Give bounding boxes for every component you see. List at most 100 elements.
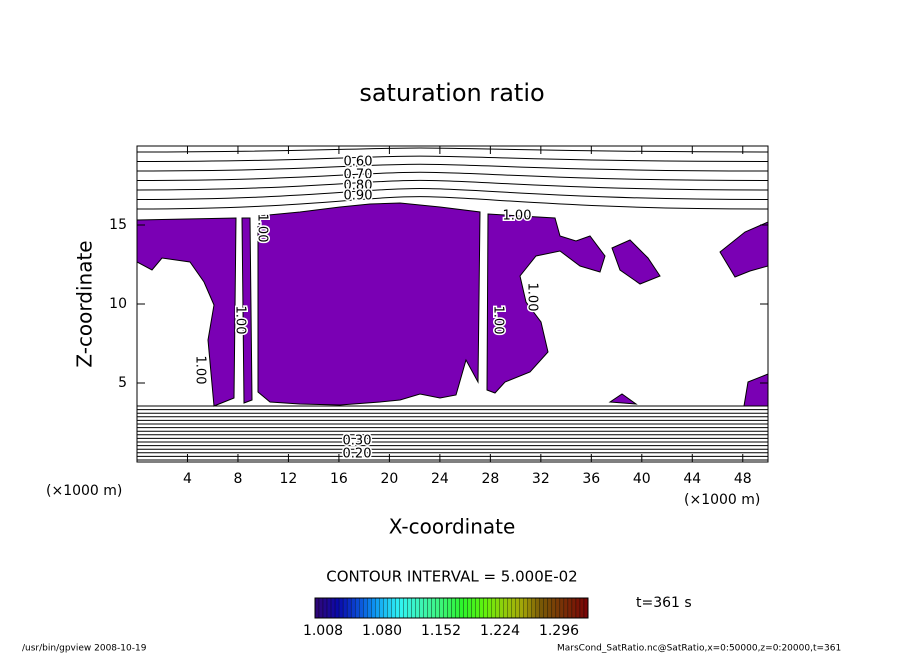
contour-line bbox=[136, 171, 769, 181]
colorbar-cell bbox=[547, 597, 553, 619]
colorbar-cell bbox=[447, 597, 452, 619]
x-tick-label: 36 bbox=[582, 471, 600, 487]
colorbar-cell bbox=[403, 597, 408, 619]
colorbar-cell bbox=[563, 597, 569, 619]
contour-line bbox=[136, 187, 769, 200]
colorbar-cell bbox=[511, 597, 516, 619]
colorbar-cell bbox=[503, 597, 508, 619]
colorbar-cell bbox=[475, 597, 480, 619]
contour-label: 0.60 bbox=[344, 155, 373, 170]
colorbar bbox=[314, 597, 589, 619]
colorbar-label: 1.296 bbox=[539, 623, 579, 639]
colorbar-cell bbox=[419, 597, 424, 619]
colorbar-cell bbox=[539, 597, 544, 619]
colorbar-cell bbox=[491, 597, 496, 619]
colorbar-cell bbox=[487, 597, 492, 619]
colorbar-cell bbox=[515, 597, 520, 619]
colorbar-cell bbox=[318, 597, 324, 619]
colorbar-cell bbox=[543, 597, 549, 619]
colorbar-cell bbox=[330, 597, 336, 619]
contour-line bbox=[136, 163, 769, 172]
colorbar-cell bbox=[527, 597, 532, 619]
colorbar-cell bbox=[334, 597, 340, 619]
contour-label: 1.00 bbox=[525, 283, 540, 312]
colorbar-cell bbox=[519, 597, 524, 619]
colorbar-cell bbox=[423, 597, 428, 619]
chart-title: saturation ratio bbox=[359, 79, 544, 107]
x-tick-label: 8 bbox=[233, 471, 242, 487]
x-tick-label: 24 bbox=[431, 471, 449, 487]
time-label: t=361 s bbox=[636, 595, 692, 611]
contour-label: 0.70 bbox=[344, 168, 373, 183]
y-tick-label: 5 bbox=[118, 375, 127, 391]
x-tick-label: 40 bbox=[633, 471, 651, 487]
colorbar-cell bbox=[535, 597, 540, 619]
contour-line bbox=[136, 155, 769, 162]
colorbar-cell bbox=[346, 597, 352, 619]
colorbar-cell bbox=[439, 597, 444, 619]
y-axis-label: Z-coordinate bbox=[73, 240, 97, 367]
filled-area bbox=[719, 221, 769, 278]
contour-label: 0.30 bbox=[343, 434, 372, 449]
colorbar-cell bbox=[499, 597, 504, 619]
colorbar-cell bbox=[523, 597, 528, 619]
contour-label: 0.90 bbox=[344, 189, 373, 204]
colorbar-cell bbox=[531, 597, 536, 619]
colorbar-frame bbox=[314, 597, 589, 619]
contour-label: 1.00 bbox=[193, 356, 208, 385]
contour-lines bbox=[136, 147, 769, 461]
footer-right: MarsCond_SatRatio.nc@SatRatio,x=0:50000,… bbox=[557, 644, 841, 654]
filled-area bbox=[608, 393, 638, 405]
colorbar-cell bbox=[354, 597, 360, 619]
colorbar-cell bbox=[451, 597, 456, 619]
colorbar-cell bbox=[431, 597, 436, 619]
colorbar-cell bbox=[415, 597, 420, 619]
colorbar-cell bbox=[467, 597, 472, 619]
contour-label: 1.00 bbox=[255, 214, 270, 243]
contour-line bbox=[136, 196, 769, 210]
contour-label: 1.00 bbox=[491, 306, 506, 335]
contour-label: 0.80 bbox=[344, 179, 373, 194]
supersaturated-region bbox=[136, 202, 769, 407]
colorbar-cell bbox=[322, 597, 328, 619]
colorbar-cell bbox=[379, 597, 384, 619]
contour-label: 1.00 bbox=[233, 306, 248, 335]
contour-label: 1.00 bbox=[503, 209, 532, 224]
colorbar-label: 1.152 bbox=[421, 623, 461, 639]
colorbar-cell bbox=[375, 597, 380, 619]
colorbar-cell bbox=[455, 597, 460, 619]
colorbar-cell bbox=[371, 597, 376, 619]
x-tick-label: 44 bbox=[683, 471, 701, 487]
y-unit: (×1000 m) bbox=[46, 483, 122, 499]
colorbar-cell bbox=[411, 597, 416, 619]
colorbar-cell bbox=[479, 597, 484, 619]
colorbar-cell bbox=[471, 597, 476, 619]
filled-area bbox=[611, 239, 661, 285]
colorbar-label: 1.080 bbox=[362, 623, 402, 639]
x-tick-label: 4 bbox=[183, 471, 192, 487]
contour-line bbox=[136, 179, 769, 191]
x-tick-label: 28 bbox=[481, 471, 499, 487]
colorbar-cell bbox=[583, 597, 589, 619]
x-tick-label: 16 bbox=[330, 471, 348, 487]
colorbar-cell bbox=[443, 597, 448, 619]
filled-area bbox=[257, 202, 481, 406]
colorbar-cell bbox=[555, 597, 561, 619]
colorbar-cell bbox=[435, 597, 440, 619]
footer-left: /usr/bin/gpview 2008-10-19 bbox=[22, 644, 147, 654]
colorbar-cell bbox=[350, 597, 356, 619]
colorbar-cell bbox=[495, 597, 500, 619]
colorbar-cell bbox=[459, 597, 464, 619]
colorbar-cell bbox=[326, 597, 332, 619]
contour-label: 0.20 bbox=[343, 447, 372, 462]
x-tick-label: 48 bbox=[734, 471, 752, 487]
x-tick-label: 32 bbox=[532, 471, 550, 487]
colorbar-cell bbox=[387, 597, 392, 619]
colorbar-cell bbox=[342, 597, 348, 619]
x-tick-label: 20 bbox=[380, 471, 398, 487]
y-tick-label: 15 bbox=[109, 217, 127, 233]
y-tick-label: 10 bbox=[109, 296, 127, 312]
colorbar-cell bbox=[567, 597, 573, 619]
filled-area bbox=[486, 213, 606, 394]
